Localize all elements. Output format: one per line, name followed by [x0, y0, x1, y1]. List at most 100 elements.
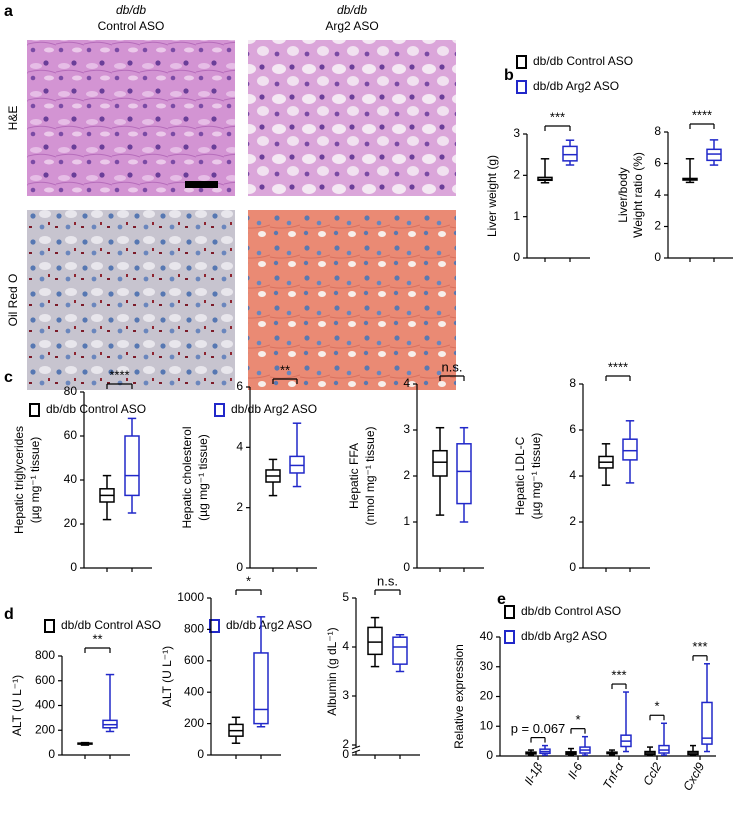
y-tick-label: 1000	[177, 590, 204, 604]
legend-marker	[214, 403, 225, 417]
y-tick-label: 200	[184, 716, 204, 730]
box	[456, 443, 472, 505]
y-axis-label: Albumin (g dL⁻¹)	[325, 627, 339, 715]
y-tick-label: 30	[480, 659, 494, 673]
y-axis-label: Hepatic cholesterol	[180, 426, 194, 528]
box	[124, 435, 140, 497]
legend-label: db/db Arg2 ASO	[226, 618, 312, 632]
y-tick-label: 0	[70, 560, 77, 574]
y-tick-label: 0	[342, 747, 349, 761]
y-axis-label: (µg mg⁻¹ tissue)	[28, 437, 42, 524]
significance-label: ****	[692, 107, 712, 122]
box	[706, 148, 722, 162]
y-tick-label: 5	[342, 590, 349, 604]
y-tick-label: 2	[569, 514, 576, 528]
column-strain: db/db	[337, 3, 367, 17]
significance-label: **	[92, 631, 102, 646]
box	[289, 455, 305, 474]
y-tick-label: 400	[35, 698, 55, 712]
legend-marker	[516, 55, 527, 69]
legend-marker	[504, 630, 515, 644]
y-axis-label: (µg mg⁻¹ tissue)	[529, 433, 543, 520]
y-tick-label: 60	[64, 428, 78, 442]
y-tick-label: 2	[342, 737, 349, 751]
significance-label: n.s.	[442, 359, 463, 374]
y-tick-label: 0	[654, 250, 661, 264]
x-tick-label: Ccl2	[640, 760, 664, 788]
box	[392, 636, 408, 665]
legend-label: db/db Control ASO	[46, 402, 146, 416]
y-tick-label: 8	[569, 376, 576, 390]
legend-label: db/db Arg2 ASO	[231, 402, 317, 416]
y-axis-label: Relative expression	[452, 644, 466, 749]
y-tick-label: 10	[480, 718, 494, 732]
panel-label: d	[4, 606, 14, 623]
box	[622, 438, 638, 461]
scale-bar	[185, 181, 218, 188]
row-label: Oil Red O	[6, 274, 20, 327]
significance-label: ***	[611, 667, 626, 682]
y-tick-label: 800	[184, 622, 204, 636]
x-tick-label: Il-6	[565, 760, 586, 782]
x-tick-label: Il-1β	[521, 760, 545, 787]
legend-marker	[516, 80, 527, 94]
box	[701, 701, 713, 745]
box	[432, 449, 448, 477]
column-treatment: Arg2 ASO	[325, 19, 378, 33]
y-axis-label: ALT (U L⁻¹)	[10, 675, 24, 736]
box	[562, 145, 578, 162]
y-tick-label: 0	[48, 747, 55, 761]
y-tick-label: 2	[236, 500, 243, 514]
y-tick-label: 0	[569, 560, 576, 574]
axis-break	[351, 749, 361, 754]
significance-label: *	[654, 699, 659, 714]
legend-label: db/db Control ASO	[61, 618, 161, 632]
y-tick-label: 800	[35, 648, 55, 662]
y-axis-label: ALT (U L⁻¹)	[160, 646, 174, 707]
y-tick-label: 6	[569, 422, 576, 436]
significance-label: ***	[550, 109, 565, 124]
y-tick-label: 4	[403, 376, 410, 390]
y-tick-label: 0	[403, 560, 410, 574]
y-tick-label: 4	[654, 187, 661, 201]
significance-label: ****	[109, 367, 129, 382]
significance-label: *	[246, 573, 251, 588]
y-tick-label: 3	[403, 422, 410, 436]
y-tick-label: 40	[64, 472, 78, 486]
y-tick-label: 4	[236, 440, 243, 454]
box	[367, 626, 383, 656]
box	[253, 652, 269, 725]
y-tick-label: 600	[184, 653, 204, 667]
y-tick-label: 1	[403, 514, 410, 528]
y-axis-label: Liver weight (g)	[485, 155, 499, 237]
panel-label: a	[4, 3, 13, 20]
y-tick-label: 6	[654, 156, 661, 170]
x-tick-label: Tnf-α	[600, 759, 627, 791]
y-axis-label: Weight ratio (%)	[631, 152, 645, 238]
y-axis-label: (µg mg⁻¹ tissue)	[196, 434, 210, 521]
y-tick-label: 20	[64, 516, 78, 530]
y-tick-label: 2	[403, 468, 410, 482]
y-tick-label: 0	[486, 748, 493, 762]
legend-marker	[209, 619, 220, 633]
y-axis-label: Liver/body	[616, 167, 630, 222]
y-tick-label: 40	[480, 629, 494, 643]
column-treatment: Control ASO	[98, 19, 165, 33]
y-axis-label: (nmol mg⁻¹ tissue)	[363, 426, 377, 525]
y-tick-label: 600	[35, 673, 55, 687]
micrograph	[27, 40, 235, 196]
y-axis-label: Hepatic FFA	[347, 443, 361, 509]
y-tick-label: 4	[342, 639, 349, 653]
panel-label: e	[497, 591, 506, 608]
axis-break	[351, 745, 361, 750]
significance-label: ****	[608, 359, 628, 374]
y-tick-label: 3	[513, 126, 520, 140]
y-tick-label: 20	[480, 689, 494, 703]
y-tick-label: 0	[197, 747, 204, 761]
panel-label: b	[504, 67, 514, 84]
legend-marker	[29, 403, 40, 417]
legend-label: db/db Arg2 ASO	[521, 629, 607, 643]
micrograph	[248, 210, 456, 390]
significance-label: n.s.	[377, 573, 398, 588]
